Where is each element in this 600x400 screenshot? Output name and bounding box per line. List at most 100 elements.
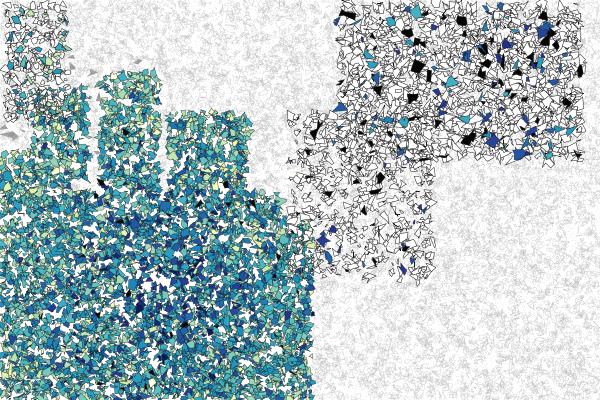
Point — [338, 313, 347, 320]
Point — [559, 146, 568, 152]
Point — [37, 65, 46, 72]
Point — [325, 96, 334, 102]
Point — [340, 376, 350, 382]
Point — [307, 68, 317, 74]
Point — [521, 31, 531, 38]
Point — [399, 116, 409, 123]
Point — [592, 233, 600, 240]
Point — [0, 146, 7, 152]
Point — [52, 6, 62, 12]
Point — [482, 270, 491, 276]
Point — [578, 0, 588, 3]
Point — [460, 271, 470, 277]
Point — [15, 2, 25, 8]
Point — [329, 80, 339, 87]
Point — [571, 192, 580, 198]
Point — [381, 8, 391, 15]
Point — [301, 197, 310, 203]
Point — [352, 47, 361, 53]
Point — [579, 247, 589, 254]
Point — [180, 106, 190, 113]
Point — [313, 338, 323, 345]
Point — [414, 331, 424, 338]
Point — [241, 68, 250, 75]
Point — [595, 3, 600, 9]
Point — [565, 283, 574, 289]
Point — [359, 125, 368, 131]
Point — [568, 174, 577, 181]
Point — [476, 295, 485, 302]
Point — [362, 196, 372, 202]
Point — [187, 28, 196, 34]
Point — [532, 160, 542, 166]
Point — [394, 394, 403, 400]
Point — [190, 0, 199, 4]
Point — [500, 368, 509, 375]
Point — [321, 12, 331, 18]
Point — [354, 106, 364, 112]
Point — [79, 32, 88, 38]
Point — [145, 16, 154, 23]
Point — [314, 284, 324, 290]
Point — [544, 97, 553, 103]
Point — [281, 118, 291, 124]
Point — [358, 30, 367, 37]
Point — [508, 218, 517, 224]
Point — [280, 94, 290, 100]
Point — [461, 66, 471, 73]
Point — [497, 43, 506, 50]
Point — [234, 40, 244, 46]
Point — [563, 214, 573, 220]
Point — [509, 82, 518, 89]
Point — [464, 32, 473, 39]
Point — [547, 68, 556, 74]
Point — [524, 132, 533, 139]
Point — [568, 328, 578, 334]
Point — [277, 0, 286, 3]
Point — [499, 103, 509, 110]
Point — [354, 16, 364, 22]
Point — [547, 258, 557, 264]
Point — [375, 40, 385, 47]
Point — [572, 26, 582, 33]
Point — [323, 372, 332, 378]
Point — [413, 322, 422, 329]
Point — [419, 38, 429, 45]
Point — [319, 253, 328, 259]
Point — [400, 380, 410, 387]
Point — [272, 10, 281, 16]
Point — [374, 328, 383, 334]
Point — [547, 384, 556, 391]
Point — [481, 356, 490, 363]
Point — [208, 28, 218, 35]
Point — [364, 268, 373, 274]
Point — [445, 127, 454, 133]
Point — [395, 384, 404, 391]
Point — [195, 46, 205, 52]
Point — [64, 85, 74, 91]
Point — [587, 190, 597, 197]
Point — [397, 174, 407, 180]
Point — [534, 90, 544, 97]
Point — [406, 200, 415, 206]
Point — [398, 168, 407, 174]
Point — [486, 29, 496, 36]
Point — [503, 278, 512, 285]
Point — [578, 284, 588, 290]
Point — [571, 275, 580, 281]
Point — [545, 15, 555, 21]
Point — [392, 90, 402, 96]
Point — [319, 104, 328, 110]
Point — [414, 303, 424, 310]
Point — [305, 205, 315, 211]
Point — [0, 114, 7, 120]
Point — [233, 108, 242, 114]
Point — [584, 260, 593, 266]
Point — [298, 97, 307, 103]
Point — [404, 241, 414, 247]
Point — [431, 310, 440, 317]
Point — [161, 56, 170, 62]
Point — [292, 25, 302, 32]
Point — [545, 288, 555, 295]
Point — [89, 146, 99, 152]
